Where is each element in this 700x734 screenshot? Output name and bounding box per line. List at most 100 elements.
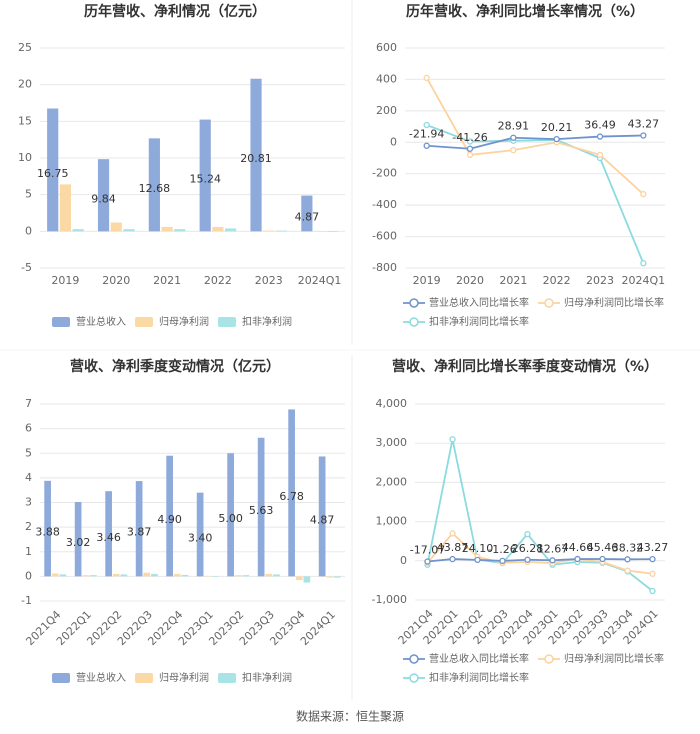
y-tick-label: 600 bbox=[376, 41, 397, 54]
bar bbox=[212, 226, 224, 232]
data-label: 3.87 bbox=[127, 526, 152, 539]
legend-label: 扣非净利润 bbox=[242, 671, 292, 684]
legend-marker bbox=[409, 654, 419, 664]
bar bbox=[273, 574, 280, 577]
bar bbox=[135, 481, 143, 577]
bar bbox=[334, 576, 341, 578]
data-label: 6.78 bbox=[279, 490, 304, 503]
bar bbox=[326, 576, 334, 578]
y-tick-label: 4,000 bbox=[376, 397, 408, 410]
data-label: 24.10 bbox=[462, 542, 494, 555]
bar bbox=[225, 228, 237, 232]
bar bbox=[174, 229, 186, 232]
point bbox=[624, 567, 631, 574]
point bbox=[449, 436, 456, 443]
y-tick-label: -200 bbox=[372, 167, 397, 180]
bar bbox=[110, 222, 122, 232]
legend-marker bbox=[544, 654, 554, 664]
bar bbox=[51, 573, 59, 577]
chart-panel: 营收、净利季度变动情况（亿元）-1012345672021Q42022Q1202… bbox=[21, 358, 345, 684]
bar bbox=[72, 229, 84, 232]
y-tick-label: 2 bbox=[25, 520, 32, 533]
data-label: 3.40 bbox=[188, 532, 213, 545]
point bbox=[596, 133, 604, 140]
data-label: -1.26 bbox=[488, 543, 516, 556]
point bbox=[423, 142, 430, 149]
data-label: 12.68 bbox=[139, 182, 171, 195]
y-tick-label: -800 bbox=[372, 261, 397, 274]
chart-title: 营收、净利季度变动情况（亿元） bbox=[70, 358, 280, 375]
point bbox=[640, 260, 647, 267]
y-tick-label: 20 bbox=[18, 78, 32, 91]
x-tick-label: 2024Q1 bbox=[298, 274, 342, 287]
bar bbox=[166, 455, 173, 577]
bar bbox=[199, 119, 211, 232]
bar bbox=[120, 574, 128, 577]
legend-marker bbox=[52, 673, 70, 683]
bar bbox=[173, 573, 181, 577]
bar bbox=[212, 576, 219, 577]
legend-label: 营业总收入 bbox=[76, 315, 126, 328]
chart-title: 营收、净利同比增长率季度变动情况（%） bbox=[392, 358, 658, 375]
point bbox=[423, 121, 430, 129]
point bbox=[596, 151, 604, 159]
bar bbox=[97, 159, 110, 232]
data-label: 3.46 bbox=[96, 531, 121, 544]
y-tick-label: -1,000 bbox=[372, 593, 407, 606]
data-label: 16.75 bbox=[37, 167, 69, 180]
legend-label: 扣非净利润同比增长率 bbox=[429, 671, 529, 684]
legend-marker bbox=[409, 673, 419, 683]
source-note: 数据来源：恒生聚源 bbox=[296, 709, 404, 724]
y-tick-label: -600 bbox=[372, 230, 397, 243]
bar bbox=[313, 230, 326, 232]
bar bbox=[59, 184, 72, 232]
point bbox=[574, 555, 581, 563]
y-tick-label: 4 bbox=[25, 471, 32, 484]
bar bbox=[105, 491, 112, 577]
line bbox=[425, 77, 644, 195]
bar bbox=[47, 108, 59, 232]
point bbox=[649, 555, 656, 563]
legend-label: 归母净利润 bbox=[159, 671, 209, 684]
point bbox=[466, 145, 474, 152]
data-label: 45.46 bbox=[587, 541, 619, 554]
bar bbox=[44, 480, 51, 577]
y-tick-label: -5 bbox=[21, 261, 32, 274]
legend-marker bbox=[409, 317, 419, 327]
x-tick-label: 2023 bbox=[586, 274, 614, 287]
data-label: 43.27 bbox=[637, 541, 669, 554]
bar bbox=[318, 456, 326, 577]
x-tick-label: 2024Q1 bbox=[622, 274, 666, 287]
data-label: -41.26 bbox=[452, 131, 487, 144]
bar bbox=[295, 576, 303, 581]
y-tick-label: 3,000 bbox=[376, 436, 408, 449]
chart-title: 历年营收、净利情况（亿元） bbox=[84, 3, 266, 20]
legend-label: 归母净利润同比增长率 bbox=[564, 652, 664, 665]
data-label: 20.81 bbox=[240, 152, 272, 165]
y-tick-label: 15 bbox=[18, 114, 32, 127]
chart-panel: 营收、净利同比增长率季度变动情况（%） -1,000 0 1,000 2,000 3,00… bbox=[372, 358, 669, 684]
y-tick-label: 6 bbox=[25, 422, 32, 435]
point bbox=[466, 138, 474, 145]
data-label: 15.24 bbox=[189, 172, 221, 185]
data-label: 9.84 bbox=[91, 192, 116, 205]
legend-marker bbox=[135, 317, 153, 327]
data-label: 5.00 bbox=[218, 512, 243, 525]
bar bbox=[90, 575, 97, 577]
point bbox=[510, 134, 517, 141]
point bbox=[449, 530, 456, 537]
legend-marker bbox=[218, 317, 236, 327]
bar bbox=[263, 230, 275, 232]
data-label: 36.49 bbox=[584, 119, 616, 132]
legend-label: 营业总收入同比增长率 bbox=[429, 652, 529, 665]
y-tick-label: 0 bbox=[390, 135, 397, 148]
data-label: 20.21 bbox=[541, 121, 573, 134]
y-tick-label: -400 bbox=[372, 198, 397, 211]
data-label: 43.87 bbox=[437, 541, 469, 554]
line bbox=[426, 532, 653, 575]
point bbox=[624, 556, 631, 563]
bar bbox=[151, 573, 158, 577]
y-tick-label: 10 bbox=[18, 151, 32, 164]
y-tick-label: 400 bbox=[376, 72, 397, 85]
